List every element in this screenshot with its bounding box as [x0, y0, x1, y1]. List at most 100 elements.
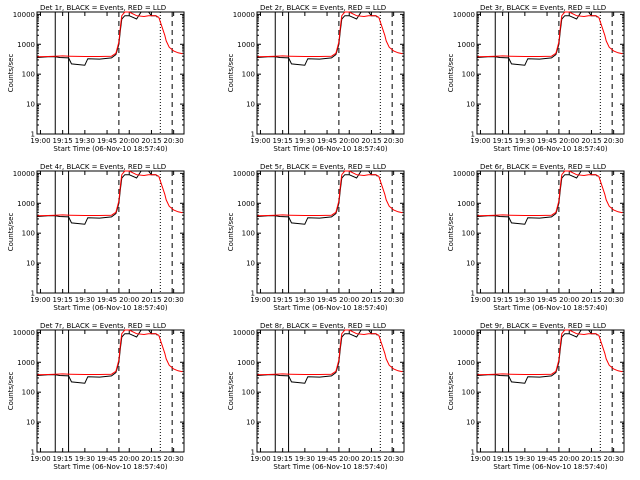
- plot-frame: [36, 170, 185, 294]
- x-tick-label: 19:00: [250, 455, 270, 463]
- x-tick-label: 19:30: [515, 137, 535, 145]
- x-tick-label: 20:00: [339, 137, 359, 145]
- plot-frame: [36, 329, 185, 453]
- panel-title: Det 5r, BLACK = Events, RED = LLD: [260, 163, 386, 171]
- x-tick-label: 20:00: [339, 296, 359, 304]
- x-tick-label: 20:30: [384, 137, 404, 145]
- y-axis-label: Counts/sec: [447, 213, 455, 252]
- x-tick-label: 20:30: [604, 296, 624, 304]
- x-tick-label: 19:15: [53, 137, 73, 145]
- x-tick-label: 19:30: [295, 455, 315, 463]
- x-axis-label: Start Time (06-Nov-10 18:57:40): [53, 145, 167, 153]
- x-tick-label: 19:45: [317, 455, 337, 463]
- x-tick-label: 20:15: [581, 137, 601, 145]
- y-tick-label: 1: [471, 449, 475, 457]
- series-lld-line: [257, 329, 403, 376]
- plot-frame: [256, 11, 405, 135]
- x-tick-label: 20:15: [581, 455, 601, 463]
- x-tick-label: 20:30: [164, 455, 184, 463]
- x-tick-label: 19:45: [97, 455, 117, 463]
- x-tick-label: 19:45: [317, 137, 337, 145]
- y-tick-label: 10000: [13, 329, 35, 337]
- y-tick-label: 1: [31, 131, 35, 139]
- panel-9: Det 9r, BLACK = Events, RED = LLD 1 10 100 1…: [447, 322, 625, 471]
- series-lld-line: [477, 170, 623, 217]
- y-tick-label: 1: [471, 131, 475, 139]
- x-tick-label: 20:00: [119, 137, 139, 145]
- series-lld-line: [37, 170, 183, 217]
- y-tick-label: 1000: [457, 359, 475, 367]
- x-axis-label: Start Time (06-Nov-10 18:57:40): [273, 145, 387, 153]
- panel-1: Det 1r, BLACK = Events, RED = LLD 1 10 100 1…: [7, 4, 185, 153]
- panel-5: Det 5r, BLACK = Events, RED = LLD 1 10 100 1…: [227, 163, 405, 312]
- x-tick-label: 20:30: [604, 455, 624, 463]
- x-tick-label: 19:00: [30, 455, 50, 463]
- y-tick-label: 10000: [453, 11, 475, 19]
- y-tick-label: 1: [31, 449, 35, 457]
- x-tick-label: 20:30: [164, 296, 184, 304]
- plot-frame: [476, 11, 625, 135]
- x-tick-label: 20:30: [604, 137, 624, 145]
- series-lld-line: [257, 170, 403, 217]
- x-tick-label: 20:30: [164, 137, 184, 145]
- y-axis-label: Counts/sec: [227, 372, 235, 411]
- x-axis-label: Start Time (06-Nov-10 18:57:40): [53, 463, 167, 471]
- x-axis-label: Start Time (06-Nov-10 18:57:40): [493, 304, 607, 312]
- panel-2: Det 2r, BLACK = Events, RED = LLD 1 10 100 1…: [227, 4, 405, 153]
- y-tick-label: 10: [26, 101, 35, 109]
- y-tick-label: 10000: [453, 170, 475, 178]
- y-tick-label: 1: [471, 290, 475, 298]
- x-tick-label: 19:15: [53, 455, 73, 463]
- y-tick-label: 100: [242, 71, 255, 79]
- y-tick-label: 10000: [13, 11, 35, 19]
- x-tick-label: 20:15: [581, 296, 601, 304]
- x-tick-label: 19:30: [75, 455, 95, 463]
- y-tick-label: 1000: [237, 359, 255, 367]
- y-tick-label: 10: [466, 260, 475, 268]
- y-tick-label: 10000: [13, 170, 35, 178]
- x-tick-label: 19:00: [30, 296, 50, 304]
- x-tick-label: 19:45: [537, 137, 557, 145]
- y-tick-label: 1000: [17, 200, 35, 208]
- y-tick-label: 1: [251, 290, 255, 298]
- panel-title: Det 1r, BLACK = Events, RED = LLD: [40, 4, 166, 12]
- y-axis-label: Counts/sec: [447, 372, 455, 411]
- y-tick-label: 100: [242, 230, 255, 238]
- x-tick-label: 19:15: [493, 455, 513, 463]
- panel-title: Det 8r, BLACK = Events, RED = LLD: [260, 322, 386, 330]
- x-tick-label: 20:30: [384, 296, 404, 304]
- x-axis-label: Start Time (06-Nov-10 18:57:40): [493, 145, 607, 153]
- plot-frame: [36, 11, 185, 135]
- x-tick-label: 19:15: [273, 296, 293, 304]
- x-tick-label: 19:15: [53, 296, 73, 304]
- x-axis-label: Start Time (06-Nov-10 18:57:40): [493, 463, 607, 471]
- x-tick-label: 20:15: [361, 296, 381, 304]
- x-tick-label: 19:30: [295, 137, 315, 145]
- y-tick-label: 10: [26, 260, 35, 268]
- x-tick-label: 20:00: [119, 455, 139, 463]
- y-tick-label: 100: [242, 389, 255, 397]
- x-tick-label: 20:00: [339, 455, 359, 463]
- x-tick-label: 19:30: [75, 296, 95, 304]
- y-tick-label: 10000: [233, 170, 255, 178]
- series-lld-line: [37, 11, 183, 58]
- x-tick-label: 20:15: [361, 137, 381, 145]
- y-tick-label: 10: [246, 101, 255, 109]
- x-tick-label: 20:15: [141, 455, 161, 463]
- x-tick-label: 19:00: [250, 296, 270, 304]
- x-tick-label: 20:15: [141, 296, 161, 304]
- x-tick-label: 20:15: [141, 137, 161, 145]
- x-tick-label: 19:00: [250, 137, 270, 145]
- panel-title: Det 4r, BLACK = Events, RED = LLD: [40, 163, 166, 171]
- x-tick-label: 19:15: [273, 455, 293, 463]
- x-tick-label: 19:00: [470, 137, 490, 145]
- x-tick-label: 19:00: [470, 296, 490, 304]
- y-tick-label: 10000: [453, 329, 475, 337]
- x-tick-label: 19:00: [470, 455, 490, 463]
- x-tick-label: 20:00: [119, 296, 139, 304]
- y-tick-label: 1: [251, 131, 255, 139]
- x-tick-label: 19:45: [317, 296, 337, 304]
- y-axis-label: Counts/sec: [7, 372, 15, 411]
- x-axis-label: Start Time (06-Nov-10 18:57:40): [273, 304, 387, 312]
- panel-title: Det 6r, BLACK = Events, RED = LLD: [480, 163, 606, 171]
